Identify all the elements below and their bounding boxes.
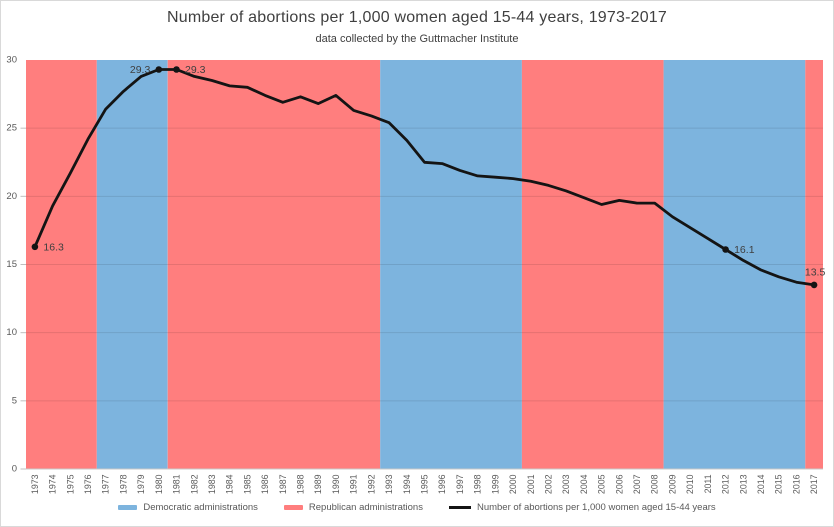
point-label: 13.5 [805,266,826,278]
point-marker [810,281,818,289]
x-tick-label: 1975 [65,474,75,494]
x-tick-label: 2002 [544,474,554,494]
y-tick-label: 25 [6,123,17,134]
x-tick-label: 1985 [242,474,252,494]
band-republican [805,60,823,469]
x-tick-label: 1986 [260,474,270,494]
x-tick-label: 2013 [738,474,748,494]
point-label: 29.3 [130,64,151,76]
band-republican [521,60,664,469]
x-tick-label: 2011 [703,474,713,493]
x-tick-label: 1987 [278,474,288,494]
x-tick-label: 1980 [154,474,164,494]
point-label: 16.3 [43,241,64,253]
x-tick-label: 1990 [331,474,341,494]
chart-subtitle: data collected by the Guttmacher Institu… [315,33,519,45]
x-tick-label: 1976 [83,474,93,494]
y-tick-label: 0 [12,464,17,475]
x-tick-label: 1999 [490,474,500,494]
x-tick-label: 1988 [296,474,306,494]
x-tick-label: 1984 [225,474,235,494]
x-tick-label: 2008 [650,474,660,494]
chart-title: Number of abortions per 1,000 women aged… [166,9,668,26]
band-democratic [96,60,168,469]
band-democratic [380,60,522,469]
x-tick-label: 2016 [791,474,801,494]
x-tick-label: 2009 [668,474,678,494]
x-tick-label: 2005 [597,474,607,494]
legend-item-republican: Republican administrations [283,502,423,513]
x-tick-label: 1982 [189,474,199,494]
point-marker [155,66,163,73]
chart-legend: Democratic administrations Republican ad… [1,502,833,513]
legend-item-democratic: Democratic administrations [118,502,258,513]
series-line [33,68,816,287]
x-tick-label: 1992 [366,474,376,494]
x-tick-label: 1973 [30,474,40,494]
x-tick-label: 1993 [384,474,394,494]
x-tick-label: 2004 [579,474,589,494]
legend-label-republican: Republican administrations [308,502,423,513]
x-tick-label: 1974 [48,474,58,494]
point-marker [31,243,39,251]
republican-swatch-icon [283,505,303,510]
x-tick-label: 1995 [420,474,430,494]
x-tick-label: 2001 [526,474,536,494]
x-tick-label: 2007 [632,474,642,494]
x-tick-label: 2017 [809,474,819,494]
y-tick-label: 30 [6,55,17,66]
x-tick-label: 1998 [473,474,483,494]
band-democratic [663,60,806,469]
x-tick-label: 2010 [685,474,695,494]
y-tick-label: 10 [6,327,17,338]
x-tick-label: 1996 [437,474,447,494]
legend-item-series: Number of abortions per 1,000 women aged… [448,502,716,513]
series-line-swatch-icon [448,506,471,509]
x-tick-label: 2003 [561,474,571,494]
point-label: 16.1 [734,244,755,256]
y-tick-label: 5 [12,395,17,406]
point-marker [722,246,729,253]
y-tick-label: 20 [6,191,17,202]
x-tick-label: 1997 [455,474,465,494]
x-tick-label: 2014 [756,474,766,494]
x-tick-label: 1979 [136,474,146,494]
x-tick-label: 1977 [101,474,111,494]
x-tick-label: 2012 [721,474,731,494]
x-tick-label: 1978 [118,474,128,494]
point-label: 29.3 [185,64,206,76]
x-tick-label: 2000 [508,474,518,494]
band-republican [26,60,97,469]
democratic-swatch-icon [118,505,138,510]
legend-label-series: Number of abortions per 1,000 women aged… [476,502,716,513]
x-tick-label: 1981 [172,474,182,494]
x-tick-label: 1989 [313,474,323,494]
x-tick-label: 2015 [774,474,784,494]
point-marker [173,66,180,73]
x-tick-label: 1991 [349,474,359,494]
x-tick-label: 1994 [402,474,412,494]
x-tick-label: 2006 [614,474,624,494]
legend-label-democratic: Democratic administrations [143,502,258,513]
y-tick-label: 15 [6,259,17,270]
band-republican [167,60,381,469]
x-tick-label: 1983 [207,474,217,494]
